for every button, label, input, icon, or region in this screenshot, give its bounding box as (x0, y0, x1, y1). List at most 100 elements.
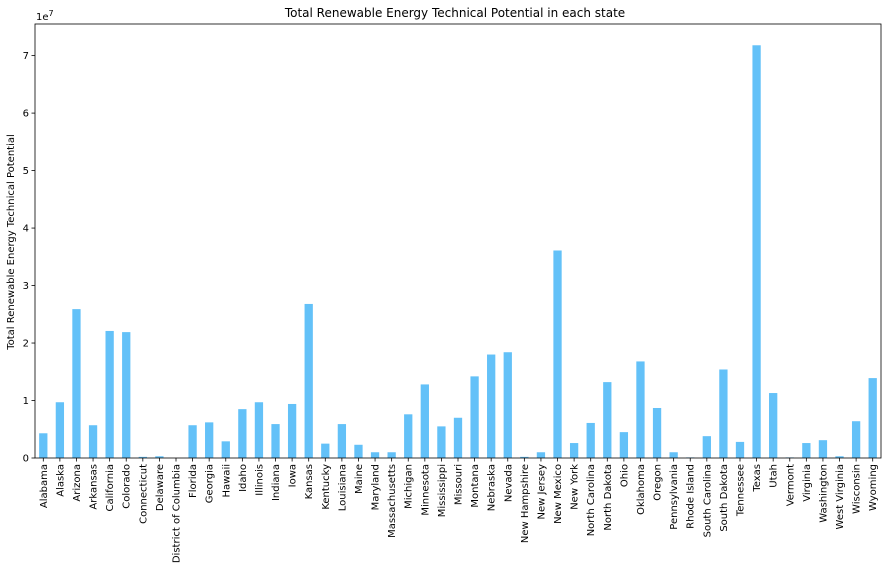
bar-arkansas (88, 425, 98, 458)
bar-nevada (503, 352, 512, 458)
bar-wyoming (868, 378, 877, 458)
bar-arizona (72, 309, 81, 458)
bar-maine (354, 444, 363, 458)
bar-california (105, 330, 114, 458)
bar-washington (818, 440, 828, 458)
x-tick-label: Rhode Island (686, 464, 697, 529)
x-tick-label: Louisiana (337, 464, 348, 511)
bar-nebraska (487, 354, 496, 458)
bar-alabama (39, 433, 48, 458)
bar-oregon (652, 407, 662, 458)
x-tick-label: Iowa (288, 464, 299, 487)
x-tick-label: Massachusetts (387, 464, 398, 538)
x-tick-label: Minnesota (420, 464, 431, 516)
bar-kansas (304, 303, 313, 458)
bar-delaware (155, 456, 164, 458)
y-tick-label: 2 (23, 339, 29, 350)
y-tick-label: 5 (23, 166, 29, 177)
y-tick-label: 3 (23, 281, 29, 292)
x-tick-label: Mississippi (437, 464, 448, 517)
bar-ohio (619, 432, 629, 458)
bar-montana (470, 376, 479, 458)
x-tick-label: South Dakota (719, 464, 730, 532)
bar-missouri (453, 417, 463, 458)
y-tick-label: 1 (23, 396, 29, 407)
chart-title: Total Renewable Energy Technical Potenti… (284, 6, 625, 20)
bar-massachusetts (387, 452, 396, 458)
bar-alaska (55, 402, 65, 458)
x-tick-label: New Hampshire (520, 464, 531, 543)
bar-virginia (802, 443, 811, 458)
x-tick-label: Arizona (72, 464, 83, 502)
x-tick-label: Michigan (404, 464, 415, 509)
bar-pennsylvania (669, 452, 678, 458)
bar-georgia (205, 422, 214, 458)
x-tick-label: Utah (769, 464, 780, 488)
x-tick-label: New York (570, 464, 581, 510)
bar-colorado (122, 332, 131, 458)
y-tick-label: 0 (23, 454, 29, 465)
bar-illinois (254, 402, 264, 458)
bar-south-carolina (702, 436, 711, 458)
y-tick-label: 6 (23, 109, 29, 120)
x-tick-label: Wyoming (868, 464, 879, 511)
bar-south-dakota (719, 369, 728, 458)
bar-utah (769, 393, 778, 458)
x-tick-label: Wisconsin (852, 464, 863, 514)
x-tick-label: District of Columbia (172, 464, 183, 563)
bar-new-hampshire (520, 456, 529, 458)
x-tick-label: California (105, 464, 116, 512)
bar-indiana (271, 424, 280, 458)
x-tick-label: Illinois (254, 464, 265, 496)
x-tick-label: Washington (818, 464, 829, 523)
bar-iowa (287, 403, 297, 458)
plot-frame (34, 23, 882, 459)
x-tick-label: Texas (752, 464, 763, 493)
y-tick-label: 4 (23, 224, 29, 235)
bar-oklahoma (636, 361, 645, 458)
x-tick-label: New Mexico (553, 464, 564, 524)
ticks-group: Alabama Alaska Arizona Arkansas California Co… (23, 51, 880, 563)
x-tick-label: Maryland (371, 464, 382, 510)
bar-wisconsin (851, 421, 861, 458)
x-tick-label: Pennsylvania (669, 464, 680, 530)
y-tick-label: 7 (23, 51, 29, 62)
x-tick-label: South Carolina (702, 464, 713, 537)
x-tick-label: Virginia (802, 464, 813, 502)
bar-north-dakota (603, 382, 612, 458)
x-tick-label: Tennessee (736, 464, 747, 517)
bar-minnesota (420, 384, 429, 458)
x-tick-label: Georgia (205, 464, 216, 503)
x-tick-label: Montana (470, 464, 481, 508)
x-tick-label: Maine (354, 464, 365, 494)
x-tick-label: West Virginia (835, 464, 846, 529)
bar-west-virginia (835, 456, 844, 458)
x-tick-label: Arkansas (89, 464, 100, 510)
x-tick-label: Hawaii (221, 464, 232, 498)
axis-offset-label: 1e7 (36, 9, 54, 23)
x-tick-label: Ohio (619, 464, 630, 487)
bar-connecticut (138, 456, 147, 458)
x-tick-label: Indiana (271, 464, 282, 501)
x-tick-label: Florida (188, 464, 199, 498)
x-tick-label: Colorado (122, 464, 133, 509)
bar-new-york (569, 443, 579, 458)
bar-new-jersey (536, 452, 546, 458)
x-tick-label: Oregon (653, 464, 664, 501)
x-tick-label: North Carolina (586, 464, 597, 536)
bar-tennessee (735, 441, 745, 458)
y-axis-label: Total Renewable Energy Technical Potenti… (6, 134, 17, 351)
x-tick-label: New Jersey (536, 464, 547, 520)
bar-michigan (404, 414, 413, 458)
x-tick-label: Oklahoma (636, 464, 647, 515)
x-tick-label: Kentucky (321, 464, 332, 510)
bar-kentucky (321, 443, 330, 458)
x-tick-label: Nebraska (487, 464, 498, 511)
x-tick-label: Alabama (39, 464, 50, 508)
bars-group (39, 45, 877, 459)
x-tick-label: Missouri (454, 464, 465, 505)
bar-idaho (238, 409, 247, 458)
bar-mississippi (437, 426, 446, 458)
x-tick-label: North Dakota (603, 464, 614, 531)
